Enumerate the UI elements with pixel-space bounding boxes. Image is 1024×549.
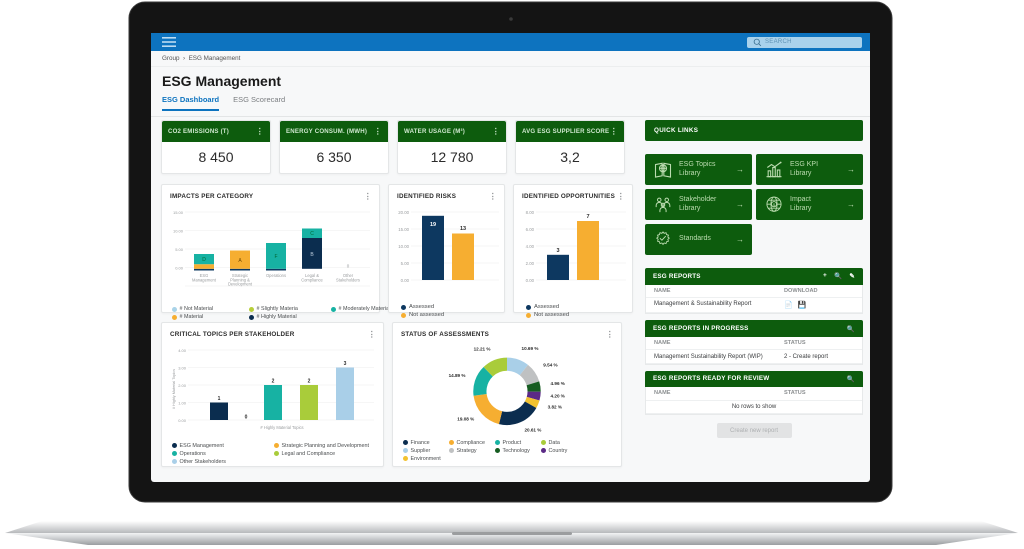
svg-text:13: 13 [460, 226, 466, 232]
svg-text:1: 1 [218, 396, 221, 402]
svg-text:15.00: 15.00 [398, 227, 409, 232]
svg-text:4.20 %: 4.20 % [551, 393, 565, 398]
svg-text:F: F [274, 254, 277, 260]
svg-text:2: 2 [272, 378, 275, 384]
svg-text:3.00: 3.00 [178, 365, 187, 370]
svg-text:0: 0 [245, 414, 248, 420]
svg-text:C: C [310, 231, 314, 237]
svg-text:20.00: 20.00 [398, 210, 409, 215]
svg-text:19: 19 [430, 222, 436, 228]
svg-text:0.00: 0.00 [178, 418, 187, 423]
svg-text:4.00: 4.00 [526, 244, 535, 249]
svg-text:$: $ [773, 202, 775, 206]
svg-text:1.00: 1.00 [178, 400, 187, 405]
svg-text:3.82 %: 3.82 % [548, 404, 562, 409]
svg-text:10.69 %: 10.69 % [522, 345, 539, 350]
svg-text:4.00: 4.00 [178, 348, 187, 353]
svg-text:0.00: 0.00 [401, 278, 410, 283]
svg-text:5.00: 5.00 [401, 261, 410, 266]
svg-text:3: 3 [344, 361, 347, 367]
svg-text:# Highly Material Topics: # Highly Material Topics [172, 368, 176, 408]
svg-text:0.00: 0.00 [175, 266, 184, 271]
svg-text:# Highly Material Topics: # Highly Material Topics [260, 425, 303, 430]
svg-text:10.00: 10.00 [398, 244, 409, 249]
svg-text:Development: Development [228, 282, 253, 287]
svg-text:2: 2 [308, 378, 311, 384]
svg-text:Operations: Operations [266, 273, 286, 278]
svg-text:5.00: 5.00 [175, 247, 184, 252]
svg-text:19.08 %: 19.08 % [457, 416, 474, 421]
svg-text:7: 7 [586, 214, 589, 220]
svg-text:15.00: 15.00 [173, 210, 184, 215]
svg-text:Compliance: Compliance [301, 277, 323, 282]
svg-text:3: 3 [556, 248, 559, 254]
svg-text:D: D [202, 257, 206, 263]
svg-text:2.00: 2.00 [178, 383, 187, 388]
svg-text:14.89 %: 14.89 % [449, 372, 466, 377]
svg-text:9.54 %: 9.54 % [543, 362, 557, 367]
svg-text:6.00: 6.00 [526, 227, 535, 232]
svg-text:10.00: 10.00 [173, 229, 184, 234]
svg-text:8.00: 8.00 [526, 210, 535, 215]
svg-text:Management: Management [192, 277, 217, 282]
svg-text:12.21 %: 12.21 % [474, 346, 491, 351]
svg-text:0.00: 0.00 [526, 278, 535, 283]
svg-text:4.96 %: 4.96 % [551, 381, 565, 386]
svg-text:2.00: 2.00 [526, 261, 535, 266]
svg-text:20.61 %: 20.61 % [524, 427, 541, 432]
svg-text:Stakeholders: Stakeholders [336, 277, 360, 282]
